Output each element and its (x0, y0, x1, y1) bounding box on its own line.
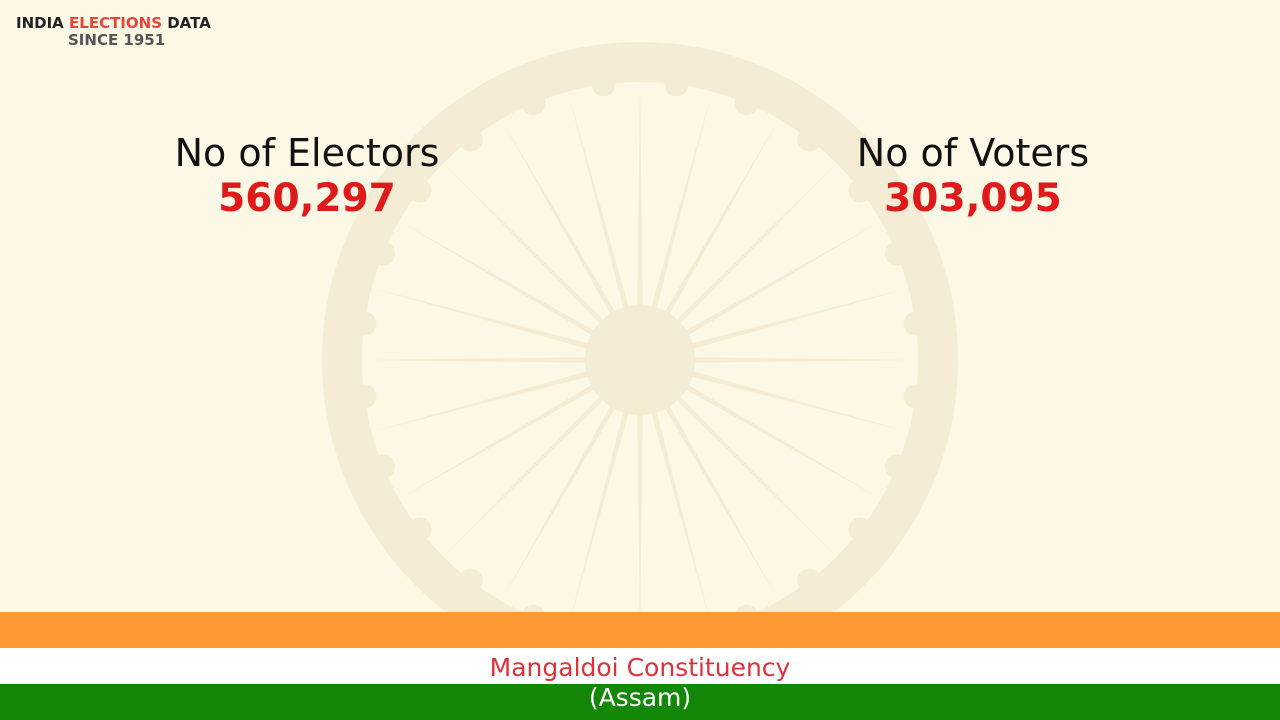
chakra-spoke (640, 119, 779, 360)
logo-line: INDIA ELECTIONS DATA (16, 14, 211, 32)
chakra-spoke (637, 360, 643, 638)
logo-word: DATA (167, 14, 211, 32)
flag-saffron (0, 612, 1280, 648)
chakra-spoke (568, 91, 640, 360)
chakra-knob (848, 517, 873, 542)
chakra-spoke (640, 360, 712, 629)
chakra-spoke (640, 91, 712, 360)
chakra-knob (352, 311, 377, 336)
chakra-knob (458, 568, 483, 593)
logo-since: SINCE 1951 (68, 31, 165, 49)
chakra-spoke (640, 288, 909, 360)
chakra-spoke (443, 163, 640, 360)
chakra-spoke (640, 360, 837, 557)
chakra-spoke (443, 360, 640, 557)
chakra-knob (407, 178, 432, 203)
chakra-spoke (637, 82, 643, 360)
chakra-spoke (501, 119, 640, 360)
constituency-name: Mangaldoi Constituency (490, 653, 791, 682)
chakra-spoke (399, 360, 640, 499)
chakra-knob (734, 91, 759, 116)
chakra-knob (903, 384, 928, 409)
flag-green (0, 684, 1280, 720)
chakra-knob (352, 384, 377, 409)
chakra-spoke (640, 360, 909, 432)
chakra-knob (521, 91, 546, 116)
stat-label: No of Voters (857, 131, 1089, 175)
chakra-spoke (568, 360, 640, 629)
chakra-knob (884, 454, 909, 479)
chakra-knob (797, 568, 822, 593)
chakra-spoke (371, 360, 640, 432)
chakra-knob (884, 241, 909, 266)
logo-word: INDIA (16, 14, 64, 32)
chakra-spoke (371, 288, 640, 360)
stat-label: No of Electors (175, 131, 440, 175)
chakra-spoke (640, 221, 881, 360)
stat-value: 303,095 (884, 176, 1062, 221)
chakra-spoke (501, 360, 640, 601)
chakra-spoke (399, 221, 640, 360)
chakra-knob (848, 178, 873, 203)
state-name: (Assam) (589, 683, 691, 712)
chakra-knob (407, 517, 432, 542)
chakra-knob (371, 454, 396, 479)
chakra-knob (591, 72, 616, 97)
chakra-watermark (322, 42, 958, 678)
chakra-spoke (362, 357, 640, 363)
stat-value: 560,297 (218, 176, 396, 221)
chakra-knob (797, 127, 822, 152)
chakra-spoke (640, 357, 918, 363)
chakra-spoke (640, 360, 779, 601)
chakra-knob (458, 127, 483, 152)
chakra-knob (903, 311, 928, 336)
chakra-knob (664, 72, 689, 97)
chakra-knob (371, 241, 396, 266)
chakra-spoke (640, 163, 837, 360)
flag-white (0, 648, 1280, 684)
chakra-spoke (640, 360, 881, 499)
logo-word: ELECTIONS (69, 14, 162, 32)
